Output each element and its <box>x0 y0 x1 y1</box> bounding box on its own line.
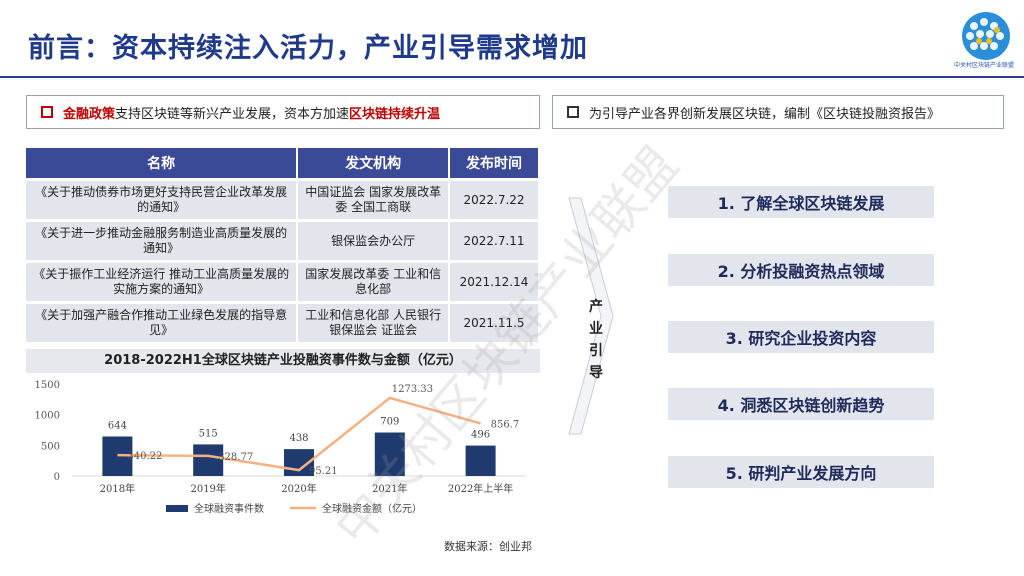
bar-data-label: 644 <box>108 421 127 432</box>
step-2: 2. 分析投融资热点领域 <box>668 254 934 286</box>
policy-name: 《关于振作工业经济运行 推动工业高质量发展的实施方案的通知》 <box>26 260 299 303</box>
policy-table: 名称 发文机构 发布时间 《关于推动债券市场更好支持民营企业改革发展的通知》 中… <box>26 148 540 342</box>
table-row: 《关于进一步推动金融服务制造业高质量发展的通知》 银保监会办公厅 2022.7.… <box>26 219 540 262</box>
page-title: 前言：资本持续注入活力，产业引导需求增加 <box>28 33 588 64</box>
y-tick-label: 500 <box>41 441 60 452</box>
col-header-name: 名称 <box>26 148 299 180</box>
policy-date: 2022.7.11 <box>449 219 540 262</box>
x-tick-label: 2019年 <box>190 482 225 495</box>
legend-swatch-bar <box>166 505 188 512</box>
alliance-logo-icon <box>962 12 1010 60</box>
policy-name: 《关于加强产融合作推动工业绿色发展的指导意见》 <box>26 301 299 342</box>
line-data-label: 340.22 <box>127 451 162 462</box>
bullet-highlight-2: 区块链持续升温 <box>349 106 441 122</box>
legend-label: 全球融资金额（亿元） <box>322 502 422 515</box>
step-5: 5. 研判产业发展方向 <box>668 456 934 488</box>
bar-data-label: 515 <box>199 428 218 439</box>
col-header-date: 发布时间 <box>449 148 540 180</box>
chart-title: 2018-2022H1全球区块链产业投融资事件数与金额（亿元） <box>26 349 540 373</box>
table-header-row: 名称 发文机构 发布时间 <box>26 148 540 180</box>
y-tick-label: 1000 <box>35 411 60 422</box>
bar <box>193 444 224 476</box>
investment-chart: 0 500 1000 1500 644 515 438 709 496 340.22 328.77 9… <box>35 380 526 515</box>
policy-bullet: 金融政策 支持区块链等新兴产业发展，资本方加速 区块链持续升温 <box>26 95 540 129</box>
bar-data-label: 496 <box>471 430 490 441</box>
table-row: 《关于加强产融合作推动工业绿色发展的指导意见》 工业和信息化部 人民银行 银保监… <box>26 301 540 342</box>
policy-name: 《关于进一步推动金融服务制造业高质量发展的通知》 <box>26 219 299 262</box>
guide-arrow-icon <box>568 197 614 435</box>
bar-data-label: 709 <box>380 417 399 428</box>
data-source: 数据来源：创业邦 <box>444 540 532 553</box>
line-data-label: 328.77 <box>218 452 253 463</box>
bullet-text: 支持区块链等新兴产业发展，资本方加速 <box>115 106 350 122</box>
policy-org: 银保监会办公厅 <box>297 219 451 262</box>
step-4: 4. 洞悉区块链创新趋势 <box>668 388 934 420</box>
step-3: 3. 研究企业投资内容 <box>668 321 934 353</box>
line-data-label: 856.7 <box>491 419 520 430</box>
square-bullet-icon <box>41 106 53 118</box>
policy-org: 中国证监会 国家发展改革委 全国工商联 <box>297 178 451 221</box>
table-row: 《关于推动债券市场更好支持民营企业改革发展的通知》 中国证监会 国家发展改革委 … <box>26 178 540 221</box>
report-bullet: 为引导产业各界创新发展区块链，编制《区块链投融资报告》 <box>552 95 1004 129</box>
policy-org: 工业和信息化部 人民银行 银保监会 证监会 <box>297 301 451 342</box>
bar <box>374 432 405 476</box>
col-header-org: 发文机构 <box>297 148 451 180</box>
title-divider <box>0 76 1024 78</box>
legend-label: 全球融资事件数 <box>194 502 264 515</box>
policy-date: 2021.12.14 <box>449 260 540 303</box>
line-data-label: 95.21 <box>309 466 338 477</box>
square-bullet-icon <box>567 106 579 118</box>
y-tick-label: 0 <box>54 472 60 483</box>
line-data-label: 1273.33 <box>392 384 433 395</box>
amount-line <box>117 396 481 472</box>
policy-date: 2021.11.5 <box>449 301 540 342</box>
y-tick-label: 1500 <box>35 380 60 391</box>
policy-name: 《关于推动债券市场更好支持民营企业改革发展的通知》 <box>26 178 299 221</box>
bar-data-label: 438 <box>289 433 308 444</box>
bullet-text: 为引导产业各界创新发展区块链，编制《区块链投融资报告》 <box>589 106 941 122</box>
x-tick-label: 2022年上半年 <box>448 482 513 495</box>
bar <box>465 445 496 476</box>
policy-date: 2022.7.22 <box>449 178 540 221</box>
step-1: 1. 了解全球区块链发展 <box>668 186 934 218</box>
policy-org: 国家发展改革委 工业和信息化部 <box>297 260 451 303</box>
x-tick-label: 2021年 <box>372 482 407 495</box>
logo-caption: 中关村区块链产业联盟 <box>953 62 1014 69</box>
bullet-highlight-1: 金融政策 <box>63 106 116 122</box>
x-tick-label: 2018年 <box>100 482 135 495</box>
table-row: 《关于振作工业经济运行 推动工业高质量发展的实施方案的通知》 国家发展改革委 工… <box>26 260 540 303</box>
guide-label: 产业引导 <box>589 299 603 381</box>
x-tick-label: 2020年 <box>281 482 316 495</box>
